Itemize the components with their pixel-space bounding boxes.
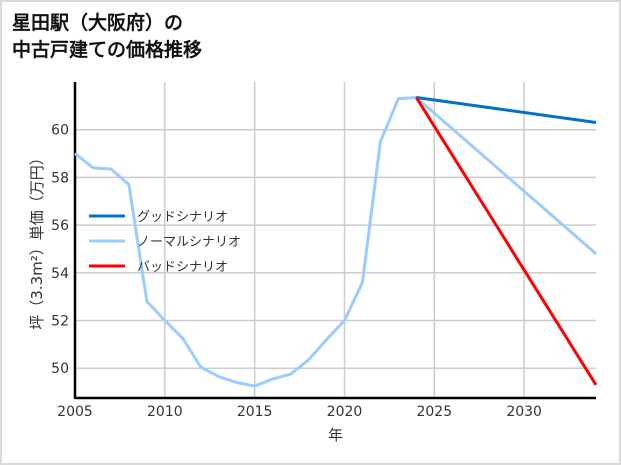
legend-label: グッドシナリオ [137,210,228,225]
x-axis-label: 年 [328,426,343,444]
y-tick-label: 58 [51,170,69,186]
title-line-2: 中古戸建ての価格推移 [12,39,203,61]
x-tick-label: 2020 [327,404,363,420]
legend-label: ノーマルシナリオ [137,235,241,250]
x-tick-label: 2005 [57,404,93,420]
y-tick-label: 56 [51,218,69,234]
x-tick-label: 2025 [416,404,452,420]
y-tick-label: 54 [51,266,69,282]
chart-title: 星田駅（大阪府）の 中古戸建ての価格推移 [12,10,202,64]
x-tick-label: 2030 [506,404,542,420]
y-tick-label: 60 [51,123,69,139]
x-tick-label: 2015 [237,404,273,420]
title-line-1: 星田駅（大阪府）の [12,12,184,34]
series-line-3 [415,96,598,386]
x-tick-label: 2010 [147,404,183,420]
legend-label: バッドシナリオ [137,260,228,275]
series-line-2 [74,96,597,388]
series-line-1 [416,96,597,125]
y-tick-label: 52 [51,313,69,329]
y-axis-label: 坪（3.3m²）単価（万円） [28,150,46,329]
y-tick-label: 50 [51,361,69,377]
